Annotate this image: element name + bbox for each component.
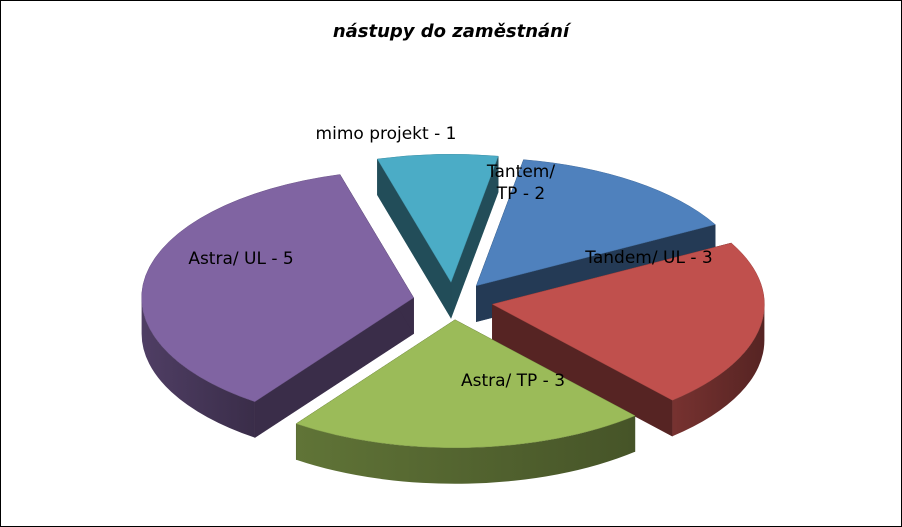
pie-slice-top	[376, 154, 499, 283]
pie-slice-side	[672, 304, 765, 437]
chart-title: nástupy do zaměstnání	[332, 21, 570, 42]
pie-slice	[376, 154, 499, 320]
pie-slice-side	[141, 297, 255, 438]
slice-label: Tantem/TP - 2	[486, 162, 555, 204]
pie-slice-top	[141, 174, 414, 402]
slice-label: mimo projekt - 1	[316, 124, 457, 144]
pie-slice	[141, 173, 414, 439]
pie-slice-top	[475, 159, 716, 287]
pie-slice-top	[295, 319, 636, 448]
pie-slice-top	[491, 242, 765, 401]
slice-label: Astra/ TP - 3	[461, 371, 565, 391]
slice-label: Astra/ UL - 5	[188, 249, 293, 269]
pie-slice-side	[296, 415, 635, 484]
slice-label: Tandem/ UL - 3	[584, 248, 712, 268]
pie-slice	[491, 242, 765, 437]
pie-slice	[295, 319, 636, 484]
